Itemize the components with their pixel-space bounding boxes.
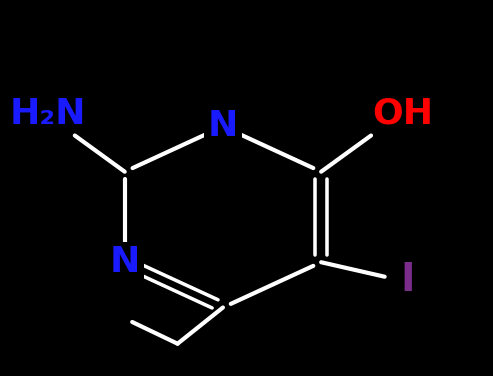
Text: N: N bbox=[208, 109, 238, 143]
Text: I: I bbox=[400, 261, 415, 299]
Text: OH: OH bbox=[372, 97, 433, 131]
Text: N: N bbox=[109, 245, 140, 279]
Text: H₂N: H₂N bbox=[9, 97, 86, 131]
